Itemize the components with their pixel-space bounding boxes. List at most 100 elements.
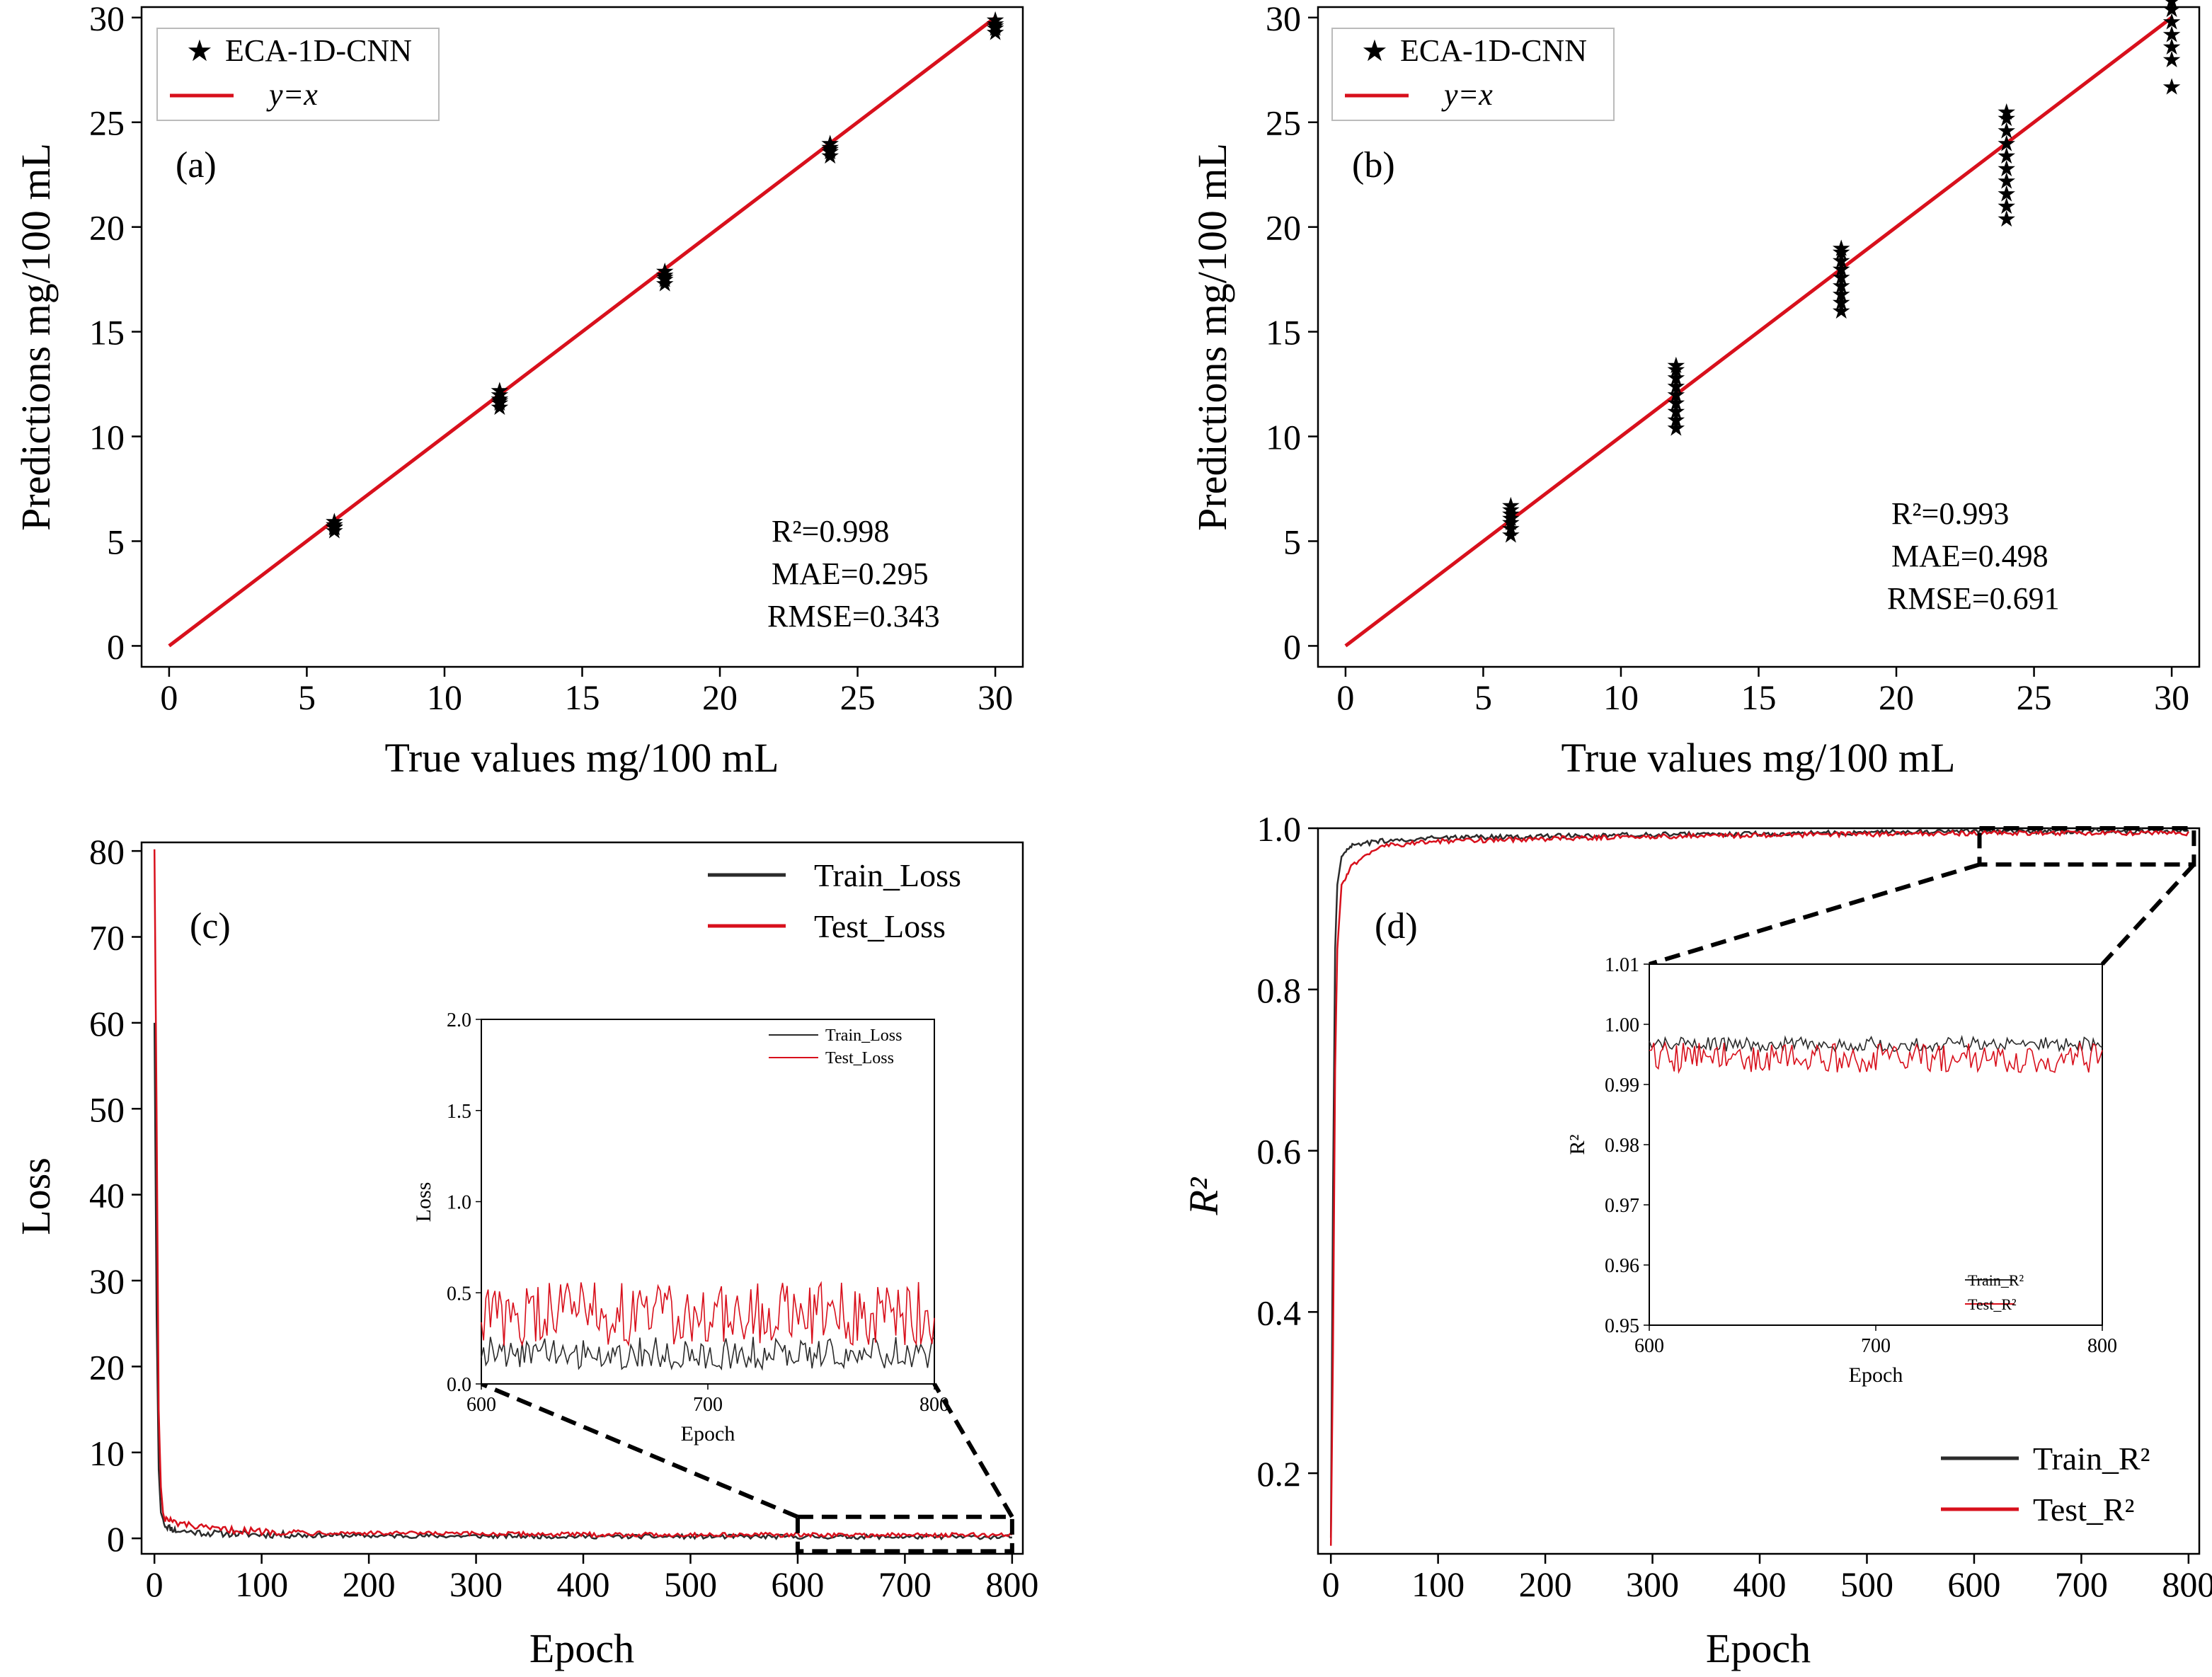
inset-d: 600 700 800 0.95 0.96 0.97 0.98 0.99 1.00 1.01 Tr… [1566, 954, 2117, 1387]
x-tick-label: 800 [985, 1564, 1038, 1604]
x-tick-label: 400 [557, 1564, 610, 1604]
y-tick-label: 20 [1266, 208, 1301, 248]
y-tick-label: 0 [107, 1519, 125, 1559]
scatter-point: ★ [489, 394, 510, 420]
y-tick-label: 25 [89, 103, 125, 143]
scatter-point: ★ [2162, 0, 2182, 22]
scatter-point: ★ [1501, 510, 1521, 535]
scatter-point: ★ [1666, 390, 1686, 416]
y-tick-label: 30 [89, 0, 125, 38]
marks-d [1329, 826, 2196, 1546]
ticks-c: 0 100 200 300 400 500 600 700 800 0 10 20 30 40 50 60 70… [89, 832, 1038, 1604]
marks-c [153, 849, 1014, 1554]
x-tick-label: 10 [427, 677, 462, 717]
legend-b: ★ ECA-1D-CNN y=x [1331, 28, 1615, 121]
inset-y-tick-label: 1.00 [1605, 1014, 1639, 1036]
y-tick-label: 0.2 [1257, 1454, 1302, 1494]
scatter-point: ★ [1666, 374, 1686, 399]
scatter-point: ★ [2162, 21, 2182, 47]
x-tick-label: 700 [2055, 1564, 2108, 1604]
scatter-point: ★ [1996, 105, 2017, 131]
scatter-point: ★ [655, 271, 675, 297]
inset-legend-d-test: Test_R² [1968, 1295, 2017, 1313]
series-line-test [1329, 829, 2189, 1546]
inset-x-tick-label: 800 [919, 1394, 949, 1416]
scatter-point: ★ [324, 514, 345, 539]
zoom-connector [932, 1383, 1014, 1518]
y-tick-label: 70 [89, 918, 125, 958]
x-tick-label: 25 [2017, 677, 2052, 717]
scatter-point: ★ [1666, 365, 1686, 391]
inset-legend-c: Train_Loss Test_Loss [769, 1026, 902, 1068]
scatter-point: ★ [985, 16, 1006, 41]
y-tick-label: 60 [89, 1004, 125, 1043]
x-tick-label: 300 [449, 1564, 503, 1604]
scatter-point: ★ [1996, 118, 2017, 144]
scatter-point: ★ [1831, 290, 1852, 315]
x-tick-label: 200 [343, 1564, 396, 1604]
y-tick-label: 5 [1283, 522, 1301, 561]
x-tick-label: 0 [160, 677, 178, 717]
scatter-point: ★ [489, 386, 510, 411]
x-tick-label: 5 [298, 677, 316, 717]
x-tick-label: 20 [702, 677, 738, 717]
ticks-d: 0 100 200 300 400 500 600 700 800 0.2 0.4 0.6 0.8 1.0 [1257, 809, 2212, 1604]
scatter-point: ★ [2162, 47, 2182, 72]
scatter-point: ★ [1501, 501, 1521, 527]
scatter-point: ★ [1501, 505, 1521, 531]
inset-c: 600 700 800 0.0 0.5 1.0 1.5 2.0 Train_Loss Test… [412, 1009, 949, 1446]
scatter-point: ★ [820, 134, 840, 160]
marks-a: ★★★★★★★★★★★★★★★★★★★★★★★★★★ [168, 7, 1006, 648]
scatter-point: ★ [1666, 353, 1686, 378]
x-tick-label: 800 [2162, 1564, 2212, 1604]
scatter-point: ★ [1996, 193, 2017, 219]
inset-frame-d [1649, 963, 2103, 1326]
y-tick-label: 15 [89, 313, 125, 353]
scatter-point: ★ [489, 377, 510, 403]
inset-x-tick-label: 800 [2087, 1335, 2117, 1357]
inset-y-tick-label: 1.01 [1605, 954, 1639, 976]
scatter-point: ★ [1666, 357, 1686, 382]
x-tick-label: 0 [1336, 677, 1354, 717]
x-tick-label: 500 [1840, 1564, 1893, 1604]
scatter-point: ★ [1996, 130, 2017, 156]
legend-d-train: Train_R² [2033, 1441, 2150, 1477]
legend-a-line: y=x [266, 77, 318, 112]
inset-xlabel-c: Epoch [681, 1422, 735, 1446]
scatter-point: ★ [655, 258, 675, 284]
inset-y-tick-label: 1.5 [447, 1101, 471, 1123]
stats-a-mae: MAE=0.295 [772, 556, 929, 591]
inset-ticks-c: 600 700 800 0.0 0.5 1.0 1.5 2.0 [447, 1009, 949, 1416]
panel-a: ★★★★★★★★★★★★★★★★★★★★★★★★★★ 0 5 10 15 20 25 300… [13, 0, 1024, 781]
scatter-point: ★ [1996, 156, 2017, 181]
scatter-point: ★ [655, 263, 675, 288]
xlabel-b: True values mg/100 mL [1561, 735, 1956, 781]
panel-c-label: (c) [190, 906, 231, 946]
scatter-point: ★ [1831, 235, 1852, 261]
inset-legend-c-train: Train_Loss [825, 1026, 902, 1045]
plot-frame-c [140, 841, 1024, 1555]
scatter-point: ★ [1501, 522, 1521, 548]
scatter-point: ★ [1666, 407, 1686, 433]
y-tick-label: 50 [89, 1089, 125, 1129]
marks-b: ★★★★★★★★★★★★★★★★★★★★★★★★★★★★★★★★★★★★★★★★… [1344, 0, 2182, 648]
inset-series-line-test [481, 1281, 935, 1347]
zoom-box [1977, 826, 2196, 867]
scatter-point: ★ [985, 7, 1006, 33]
identity-line [168, 16, 997, 648]
legend-marker-a: ★ [186, 35, 213, 68]
scatter-point: ★ [820, 130, 840, 156]
identity-line [1344, 16, 2173, 648]
scatter-point: ★ [820, 143, 840, 168]
x-tick-label: 5 [1474, 677, 1492, 717]
inset-ylabel-c: Loss [412, 1182, 435, 1223]
legend-b-line: y=x [1441, 77, 1493, 112]
y-tick-label: 15 [1266, 313, 1301, 353]
stats-a-r2: R²=0.998 [772, 514, 889, 549]
plot-frame-d [1317, 827, 2201, 1555]
inset-y-tick-label: 0.95 [1605, 1315, 1639, 1337]
inset-series-line-train [481, 1337, 935, 1371]
inset-legend-d: Train_R² Test_R² [1965, 1271, 2024, 1313]
inset-marks-c [481, 1281, 935, 1371]
